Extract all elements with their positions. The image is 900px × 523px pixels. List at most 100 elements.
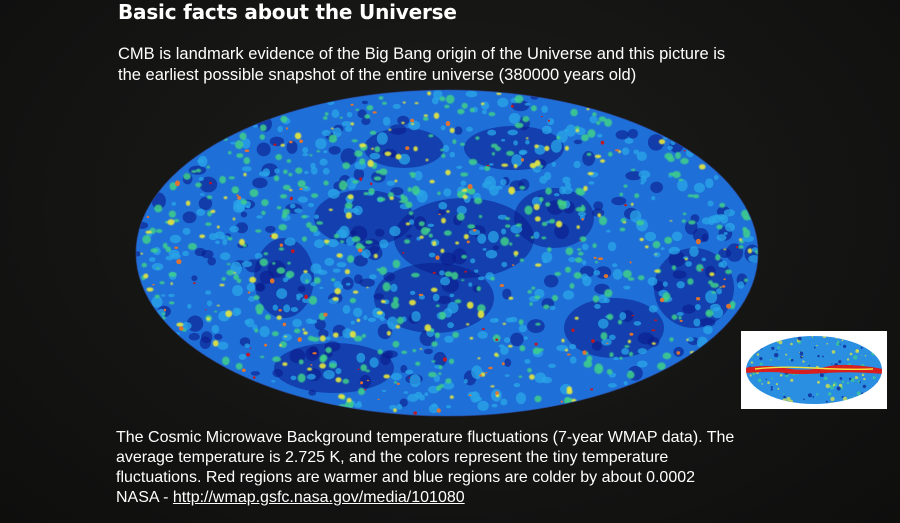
cmb-texture-blob <box>631 314 635 317</box>
cmb-texture-blob <box>318 329 329 338</box>
cmb-texture-blob <box>328 362 337 369</box>
cmb-texture-blob <box>637 348 647 355</box>
cmb-texture-blob <box>282 322 287 327</box>
cmb-texture-blob <box>282 208 290 215</box>
cmb-texture-blob <box>597 213 601 218</box>
cmb-texture-blob <box>508 113 521 124</box>
cmb-texture-blob <box>627 277 635 281</box>
cmb-texture-blob <box>636 220 645 226</box>
cmb-texture-blob <box>170 282 173 285</box>
cmb-texture-blob <box>411 272 420 278</box>
cmb-texture-blob <box>509 242 513 246</box>
cmb-texture-blob <box>424 392 429 397</box>
cmb-texture-blob <box>686 337 694 342</box>
cmb-texture-blob <box>397 115 410 126</box>
cmb-texture-blob <box>262 168 271 177</box>
cmb-texture-blob <box>481 328 485 330</box>
cmb-texture-blob <box>541 105 548 113</box>
cmb-texture-blob <box>344 202 353 209</box>
cmb-texture-blob <box>345 282 351 286</box>
cmb-texture-blob <box>619 192 624 197</box>
cmb-texture-blob <box>577 248 582 251</box>
cmb-texture-blob <box>297 285 306 293</box>
thumb-texture-dot <box>803 398 805 400</box>
cmb-texture-blob <box>501 261 508 268</box>
cmb-texture-blob <box>715 254 721 261</box>
cmb-texture-blob <box>460 142 465 146</box>
cmb-texture-blob <box>375 170 382 174</box>
slide-title: Basic facts about the Universe <box>118 0 457 24</box>
cmb-texture-blob <box>575 257 583 263</box>
cmb-texture-blob <box>658 139 666 145</box>
cmb-texture-blob <box>466 126 473 132</box>
cmb-texture-blob <box>168 249 180 258</box>
cmb-texture-blob <box>310 263 322 274</box>
cmb-texture-blob <box>219 175 226 184</box>
cmb-texture-blob <box>444 335 454 343</box>
cmb-texture-blob <box>382 101 387 105</box>
cmb-texture-blob <box>519 258 524 262</box>
cmb-texture-blob <box>355 108 360 111</box>
cmb-texture-blob <box>439 311 446 320</box>
thumb-texture-dot <box>849 352 853 356</box>
cmb-texture-blob <box>708 215 718 224</box>
cmb-texture-blob <box>217 341 229 350</box>
cmb-texture-blob <box>168 210 176 218</box>
cmb-texture-blob <box>514 122 524 129</box>
cmb-texture-blob <box>400 364 408 373</box>
cmb-texture-blob <box>338 180 348 191</box>
cmb-texture-blob <box>261 199 269 207</box>
cmb-texture-blob <box>332 268 341 273</box>
cmb-texture-blob <box>303 270 308 274</box>
cmb-texture-blob <box>548 363 556 368</box>
cmb-texture-blob <box>723 232 728 235</box>
cmb-texture-blob <box>341 121 352 127</box>
cmb-texture-blob <box>495 391 499 395</box>
cmb-texture-blob <box>569 344 577 350</box>
thumb-texture-dot <box>817 380 820 384</box>
cmb-texture-blob <box>162 242 168 249</box>
cmb-texture-blob <box>359 375 372 389</box>
cmb-texture-blob <box>383 374 390 379</box>
cmb-texture-blob <box>196 208 206 216</box>
cmb-texture-blob <box>535 322 541 326</box>
thumb-texture-dot <box>870 400 874 404</box>
cmb-texture-blob <box>342 378 350 384</box>
cmb-texture-blob <box>500 398 508 406</box>
cmb-texture-blob <box>357 248 363 253</box>
cmb-texture-blob <box>456 205 467 215</box>
cmb-texture-blob <box>361 249 371 259</box>
cmb-texture-blob <box>434 332 440 339</box>
cmb-texture-blob <box>230 141 236 145</box>
cmb-texture-blob <box>350 320 355 325</box>
cmb-texture-blob <box>377 197 386 202</box>
thumb-texture-dot <box>873 350 876 353</box>
cmb-texture-blob <box>541 125 552 135</box>
cmb-texture-blob <box>650 181 663 193</box>
cmb-texture-blob <box>645 245 649 249</box>
cmb-texture-blob <box>639 237 644 242</box>
cmb-texture-blob <box>320 354 328 362</box>
thumb-texture-dot <box>757 400 761 404</box>
cmb-texture-blob <box>336 262 347 268</box>
cmb-texture-blob <box>534 216 541 222</box>
cmb-texture-blob <box>705 265 716 278</box>
cmb-texture-blob <box>405 146 410 150</box>
cmb-texture-blob <box>394 179 398 183</box>
cmb-texture-blob <box>241 166 252 172</box>
cmb-texture-blob <box>259 326 270 338</box>
thumb-texture-dot <box>841 396 844 398</box>
cmb-texture-blob <box>207 210 212 217</box>
cmb-texture-blob <box>660 247 665 251</box>
cmb-texture-blob <box>378 96 384 100</box>
cmb-texture-blob <box>406 234 413 238</box>
cmb-texture-blob <box>229 225 239 233</box>
cmb-texture-blob <box>404 239 411 244</box>
source-link[interactable]: http://wmap.gsfc.nasa.gov/media/101080 <box>172 489 465 506</box>
thumb-texture-dot <box>811 336 814 338</box>
thumb-texture-dot <box>838 383 843 388</box>
cmb-texture-blob <box>216 225 220 229</box>
cmb-texture-blob <box>606 369 613 375</box>
cmb-texture-blob <box>359 278 375 288</box>
cmb-texture-blob <box>390 372 402 381</box>
